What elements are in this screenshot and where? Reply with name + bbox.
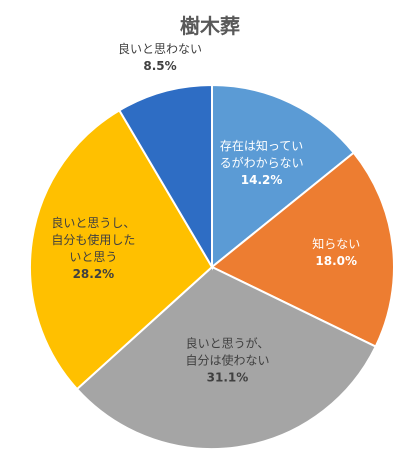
pie-slice: [210, 151, 395, 348]
slice-label-text: るがわからない: [220, 155, 304, 170]
slice-value-label: 8.5%: [143, 59, 176, 73]
chart-title: 樹木葬: [180, 14, 240, 38]
slice-label: 良いと思うが、自分は使わない 31.1%: [185, 335, 269, 384]
pie-slice: [28, 108, 214, 391]
slice-value-label: 31.1%: [207, 370, 249, 384]
slice-label-text: 自分は使わない: [185, 352, 269, 367]
slice-label-text: 良いと思わない: [118, 41, 202, 56]
slice-label: 良いと思わない 8.5%: [118, 41, 202, 73]
pie-slice: [117, 83, 213, 271]
pie-slice: [75, 265, 378, 450]
slice-value-label: 18.0%: [315, 254, 357, 268]
pie-slice: [211, 83, 356, 270]
slice-label-text: 良いと思うし、: [51, 215, 135, 230]
slice-value-label: 14.2%: [241, 173, 283, 187]
slice-label-text: いと思う: [69, 250, 117, 264]
slice-value-label: 28.2%: [73, 267, 115, 281]
slice-label-text: 存在は知ってい: [220, 139, 303, 153]
slice-label-text: 知らない: [312, 237, 360, 251]
slice-label-text: 自分も使用した: [51, 232, 135, 247]
slice-label: 知らない 18.0%: [312, 237, 360, 268]
slice-label-text: 良いと思うが、: [186, 335, 270, 350]
